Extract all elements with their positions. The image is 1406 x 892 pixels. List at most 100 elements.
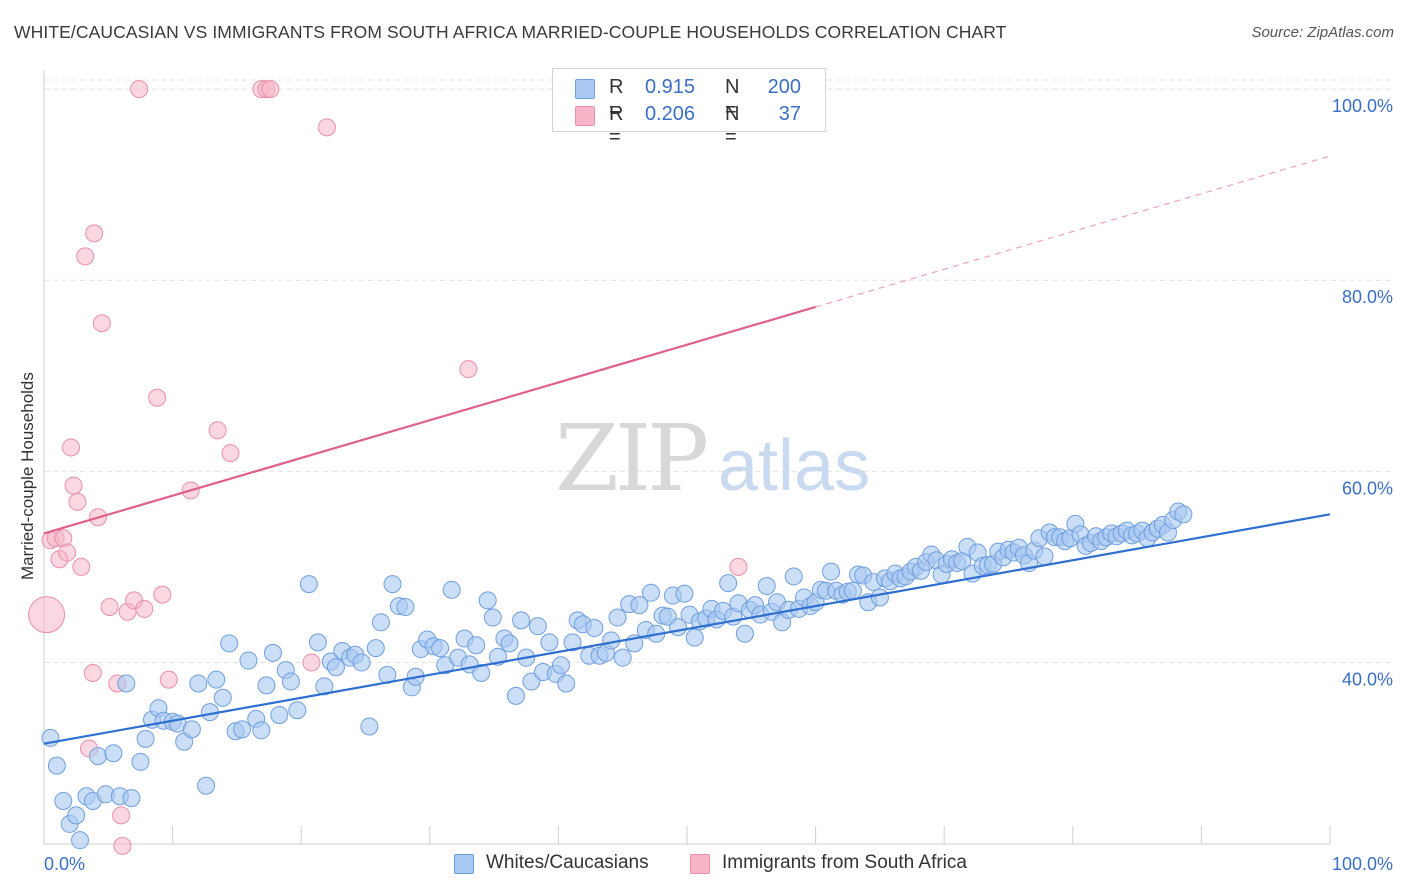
data-point-whites (257, 676, 276, 695)
data-point-immigrants (135, 599, 154, 618)
y-tick-label: 100.0% (1332, 96, 1393, 116)
data-point-immigrants (459, 360, 478, 379)
data-point-whites (189, 674, 208, 693)
trend-lines (43, 155, 1331, 745)
legend-r-value: 0.206 (645, 103, 696, 125)
data-point-whites (822, 562, 841, 581)
data-point-whites (630, 596, 649, 615)
grid-lines (44, 79, 1392, 663)
source-credit: Source: ZipAtlas.com (1251, 24, 1394, 41)
data-point-immigrants (113, 836, 132, 855)
data-point-whites (71, 831, 90, 850)
data-point-immigrants (729, 557, 748, 576)
data-point-immigrants (317, 118, 336, 137)
data-point-whites (54, 792, 73, 810)
data-point-whites (784, 567, 803, 586)
data-point-immigrants (112, 806, 131, 825)
data-point-whites (131, 752, 150, 771)
data-point-immigrants (85, 224, 104, 243)
bottom-legend-label-immigrants: Immigrants from South Africa (722, 852, 967, 873)
data-point-whites (540, 633, 559, 652)
legend-swatch-blue (575, 79, 595, 99)
trend-line-whites (43, 513, 1331, 745)
data-point-whites (843, 581, 862, 600)
x-tick-label: 0.0% (44, 854, 85, 874)
data-point-whites (551, 656, 570, 675)
data-point-whites (281, 672, 300, 691)
data-point-whites (366, 639, 385, 658)
watermark-atlas: atlas (718, 426, 870, 506)
data-point-whites (117, 674, 136, 693)
data-point-whites (557, 674, 576, 693)
data-point-whites (104, 744, 123, 763)
data-point-whites (220, 634, 239, 653)
data-point-whites (197, 776, 216, 795)
data-point-whites (608, 608, 627, 627)
bottom-legend-swatch-blue (454, 854, 474, 874)
data-point-immigrants (58, 543, 77, 562)
data-point-whites (472, 663, 491, 682)
data-point-whites (506, 686, 525, 705)
trend-line-immigrants (43, 305, 816, 535)
data-point-whites (288, 701, 307, 720)
data-point-whites (252, 721, 271, 740)
data-point-whites (136, 729, 155, 748)
data-point-whites (182, 720, 201, 739)
data-point-whites (613, 648, 632, 667)
data-point-whites (233, 720, 252, 739)
data-point-whites (685, 628, 704, 647)
data-point-whites (442, 580, 461, 599)
legend-r-value: 0.915 (645, 76, 696, 98)
y-axis-label: Married-couple Households (18, 372, 37, 580)
data-point-whites (757, 577, 776, 595)
data-point-whites (360, 717, 379, 736)
legend-r-label: R = (609, 103, 624, 148)
data-point-whites (270, 706, 289, 724)
data-point-whites (299, 575, 318, 594)
legend-r-label: R = (609, 76, 624, 121)
x-tick-label: 100.0% (1332, 854, 1393, 874)
bottom-legend-swatch-pink (690, 854, 710, 874)
data-point-immigrants (159, 670, 178, 689)
data-point-whites (207, 670, 226, 689)
data-point-immigrants (302, 653, 321, 672)
data-point-immigrants (153, 585, 172, 604)
data-point-whites (352, 653, 371, 672)
data-point-immigrants (130, 80, 149, 99)
data-point-whites (326, 658, 345, 677)
tick-labels: 40.0% 60.0% 80.0% 100.0% 0.0% 100.0% (44, 96, 1393, 874)
data-point-whites (528, 617, 547, 636)
data-point-whites (675, 584, 694, 603)
bottom-legend-label-whites: Whites/Caucasians (486, 852, 649, 873)
data-point-immigrants (72, 557, 91, 576)
watermark: ZIP atlas (555, 405, 870, 512)
data-point-immigrants (261, 80, 280, 99)
data-point-immigrants (92, 314, 111, 333)
legend-n-label: N = (725, 103, 740, 148)
data-point-whites (1035, 547, 1054, 566)
data-point-immigrants (100, 598, 119, 617)
y-tick-label: 60.0% (1342, 478, 1393, 498)
data-point-whites (585, 619, 604, 638)
legend-swatch-pink (575, 106, 595, 126)
data-point-immigrants (68, 492, 87, 511)
data-point-immigrants (221, 444, 240, 463)
data-point-whites (213, 688, 232, 707)
data-point-whites (512, 611, 531, 630)
data-point-whites (89, 747, 108, 766)
y-tick-label: 40.0% (1342, 669, 1393, 689)
data-point-whites (641, 583, 660, 602)
data-point-immigrants (208, 421, 227, 440)
data-point-whites (308, 633, 327, 652)
y-tick-label: 80.0% (1342, 287, 1393, 307)
data-point-whites (239, 651, 258, 670)
data-point-immigrants (148, 388, 167, 407)
legend-n-value: 200 (767, 76, 801, 98)
data-point-whites (122, 789, 141, 808)
data-point-whites (522, 672, 541, 691)
data-point-immigrants (64, 476, 83, 495)
trend-line-immigrants-extension (815, 155, 1331, 308)
data-point-immigrants (62, 438, 81, 457)
data-point-whites (483, 608, 502, 627)
